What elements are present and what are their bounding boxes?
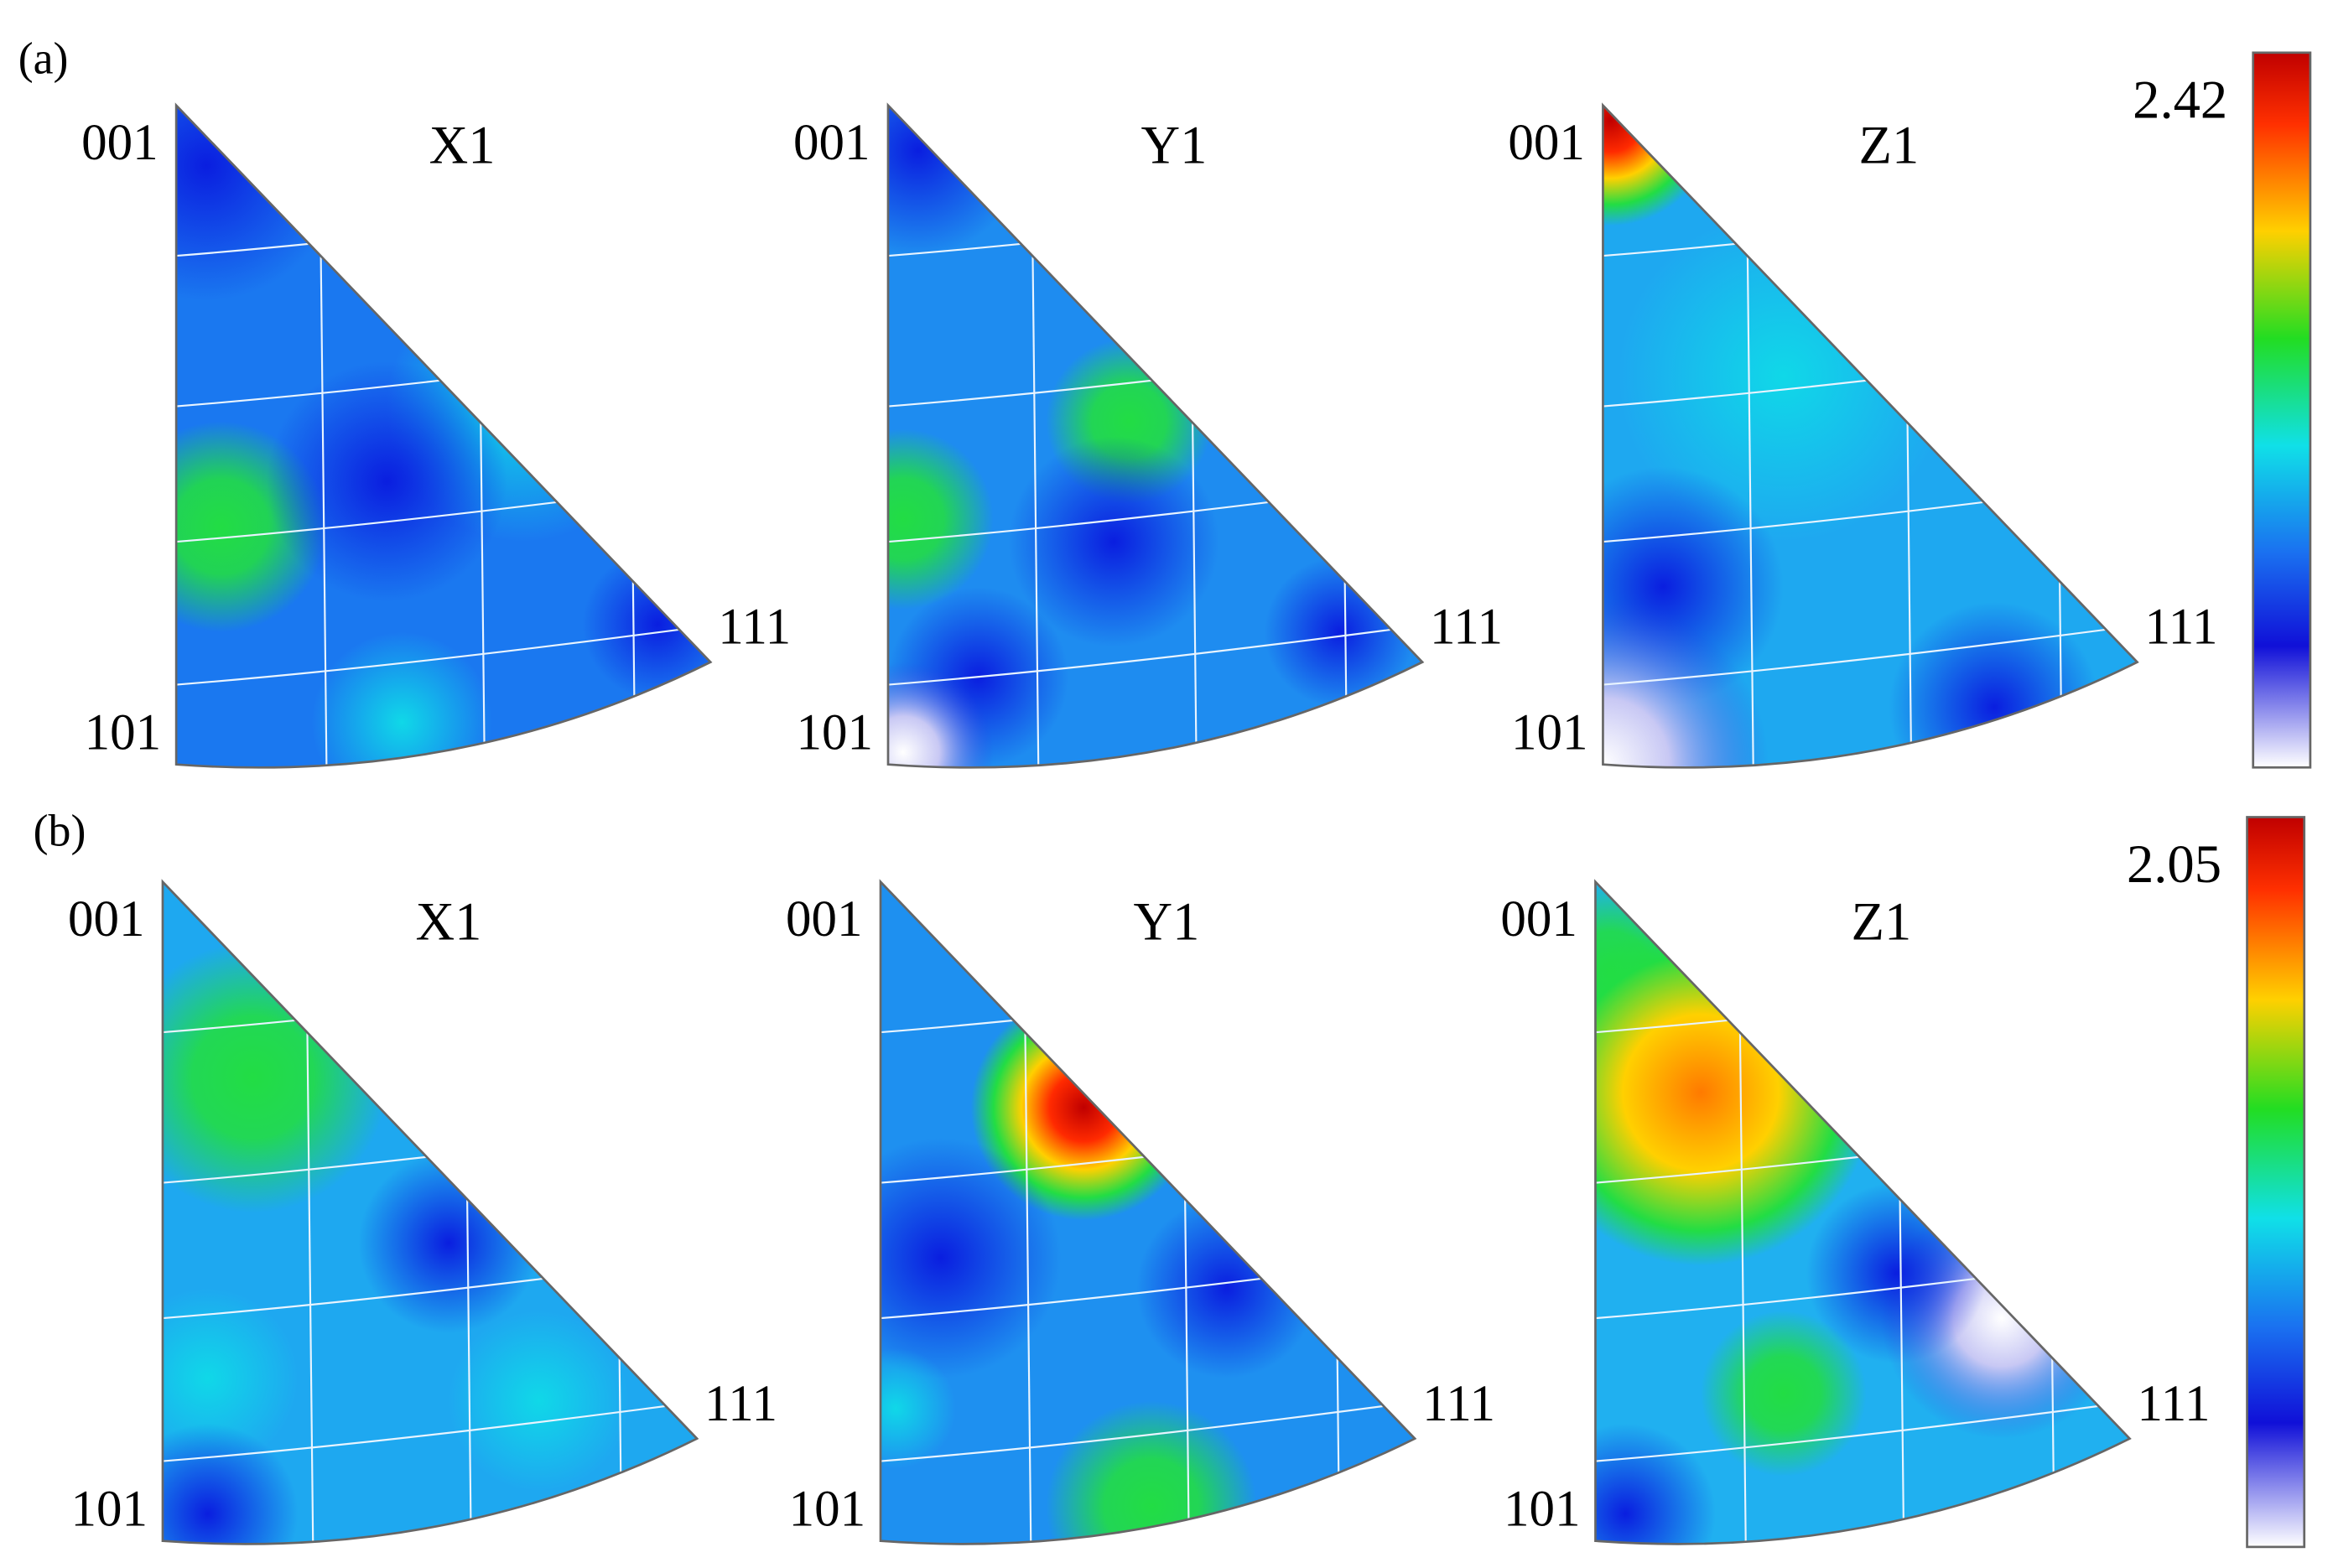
intensity-region <box>1603 466 1784 708</box>
pole-outline <box>879 879 1417 1545</box>
plot-title: Y1 <box>1134 890 1200 951</box>
intensity-region <box>266 361 507 602</box>
corner-label: 101 <box>1511 704 1588 761</box>
plot-title: Z1 <box>1859 114 1920 174</box>
corner-label: 111 <box>1430 600 1503 656</box>
intensity-region <box>1889 601 2100 768</box>
corner-label: 111 <box>2145 600 2218 656</box>
corner-label: 111 <box>718 600 791 656</box>
corner-label: 101 <box>797 704 873 761</box>
pole-figure <box>162 881 698 1545</box>
intensity-region <box>1595 919 1874 1266</box>
corner-label: 101 <box>71 1481 148 1537</box>
colorbar <box>2246 816 2306 1549</box>
intensity-region <box>582 549 711 700</box>
plot-title: X1 <box>429 114 496 174</box>
intensity-region <box>1603 105 1717 226</box>
pole-figure <box>1595 881 2130 1545</box>
corner-label: 111 <box>704 1376 777 1432</box>
pole-figure <box>881 881 1416 1545</box>
corner-label: 001 <box>793 115 870 171</box>
intensity-region <box>162 942 389 1213</box>
pole-outline <box>1602 102 2139 769</box>
plot-title: Y1 <box>1141 114 1207 174</box>
panel-label: (a) <box>18 34 69 84</box>
corner-label: 001 <box>1500 891 1577 948</box>
corner-label: 001 <box>786 891 862 948</box>
pole-outline <box>1594 879 2132 1545</box>
colorbar-max: 2.42 <box>2133 69 2227 129</box>
intensity-region <box>1046 1400 1257 1545</box>
colorbar-max: 2.05 <box>2127 833 2221 894</box>
pole-outline <box>161 879 699 1545</box>
intensity-region <box>162 1423 299 1545</box>
grid-line <box>1603 623 2138 686</box>
intensity-region <box>887 428 994 610</box>
corner-label: 001 <box>68 891 145 948</box>
corner-label: 001 <box>81 115 158 171</box>
intensity-region <box>176 105 342 301</box>
colorbar <box>2252 51 2312 769</box>
intensity-region <box>311 631 493 768</box>
intensity-region <box>1603 599 1769 768</box>
corner-label: 101 <box>789 1481 865 1537</box>
intensity-region <box>887 105 1024 257</box>
grid-line <box>887 623 1423 686</box>
corner-label: 111 <box>2138 1376 2211 1432</box>
corner-label: 101 <box>1504 1481 1581 1537</box>
grid-line <box>881 1399 1416 1462</box>
corner-label: 111 <box>1422 1376 1495 1432</box>
intensity-region <box>162 1288 299 1469</box>
intensity-region <box>1136 1197 1317 1378</box>
intensity-region <box>887 662 994 768</box>
intensity-region <box>881 1347 956 1469</box>
panel-label: (b) <box>34 805 86 855</box>
plot-title: X1 <box>415 890 481 951</box>
intensity-region <box>1008 436 1219 647</box>
grid-line <box>1595 1399 2130 1462</box>
pole-outline <box>886 102 1425 769</box>
intensity-region <box>1595 1423 1717 1545</box>
grid-line <box>162 1399 698 1462</box>
corner-label: 001 <box>1508 115 1585 171</box>
intensity-region <box>1701 1311 1867 1477</box>
pole-figure <box>176 105 711 768</box>
plot-title: Z1 <box>1852 890 1912 951</box>
intensity-region <box>881 1137 1062 1378</box>
grid-line <box>176 623 711 686</box>
pole-outline <box>174 102 713 769</box>
corner-label: 101 <box>85 704 162 761</box>
intensity-region <box>448 1311 630 1492</box>
pole-figure <box>887 105 1423 768</box>
